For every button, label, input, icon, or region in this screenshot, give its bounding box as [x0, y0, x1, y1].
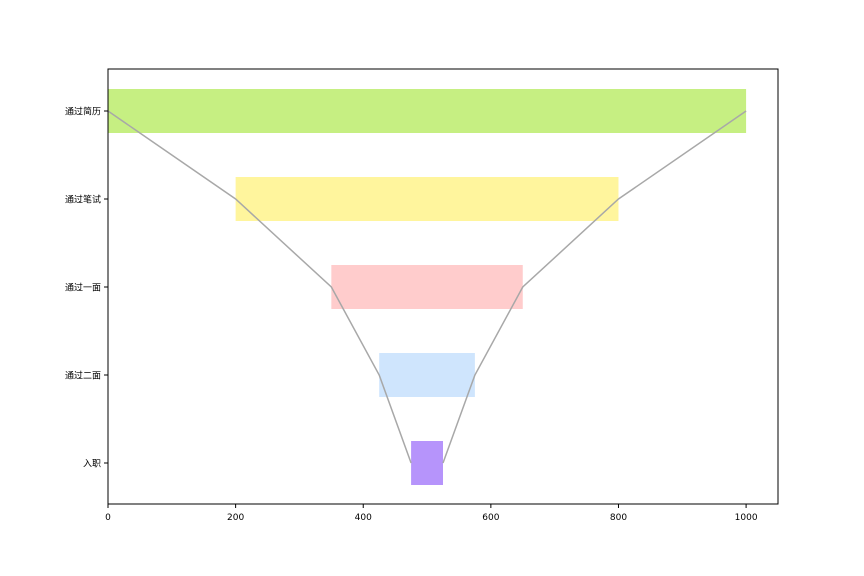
funnel-connector-left: [107, 110, 412, 464]
funnel-connector-right: [442, 110, 747, 464]
y-tick-label: 入职: [83, 459, 101, 470]
y-tick-label: 通过二面: [65, 370, 101, 382]
y-tick-label: 通过一面: [65, 282, 101, 294]
y-tick-label: 通过笔试: [65, 194, 101, 206]
funnel-bars: [108, 89, 747, 485]
y-tick-label: 通过简历: [65, 106, 101, 118]
funnel-bar-3: [331, 265, 523, 309]
funnel-bar-4: [379, 353, 475, 397]
x-tick-label: 600: [482, 513, 499, 523]
x-tick-label: 1000: [735, 513, 758, 523]
funnel-bar-2: [235, 177, 619, 221]
funnel-bar-1: [108, 89, 747, 133]
x-tick-label: 200: [227, 513, 244, 523]
x-tick-label: 800: [610, 513, 627, 523]
x-tick-label: 400: [355, 513, 372, 523]
x-axis: 0 200 400 600 800 1000: [105, 504, 758, 523]
x-tick-label: 0: [105, 513, 111, 523]
funnel-bar-5: [411, 441, 443, 485]
